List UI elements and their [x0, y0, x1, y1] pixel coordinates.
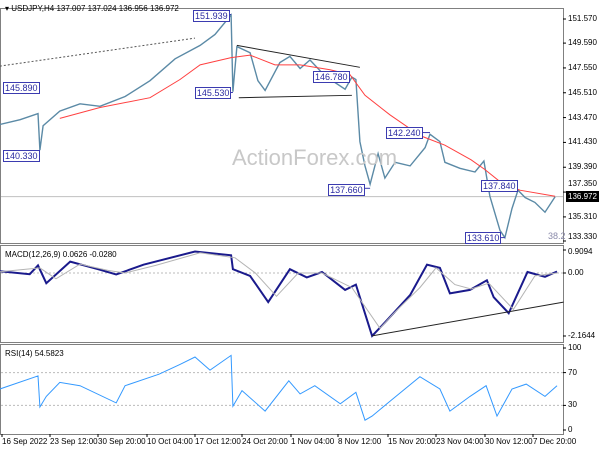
price-label: 140.330	[3, 149, 40, 162]
y-tick-label: 0.00	[568, 268, 584, 277]
panel-frame	[0, 344, 564, 435]
macd-panel-title: MACD(12,26,9) 0.0626 -0.0280	[5, 250, 117, 259]
price-panel-title: ▾ USDJPY,H4 137.007 137.024 136.956 136.…	[5, 4, 179, 13]
price-label: 146.780	[312, 71, 350, 84]
trendline	[236, 44, 360, 68]
x-tick-label: 23 Nov 04:00	[436, 437, 484, 446]
y-tick-label: 0	[568, 425, 573, 434]
price-label: 133.610	[464, 231, 502, 244]
y-tick-label: 100	[568, 343, 582, 352]
y-tick-label: 135.310	[568, 211, 597, 221]
price-label: 137.840	[481, 180, 518, 193]
x-tick-label: 7 Dec 20:00	[533, 437, 577, 446]
y-tick-label: 139.390	[568, 162, 597, 172]
y-tick-label: 151.570	[568, 14, 597, 23]
price-label: 145.530	[194, 86, 232, 99]
watermark: ActionForex.com	[232, 145, 398, 170]
rsi-panel-title: RSI(14) 54.5823	[5, 349, 64, 358]
panel-frame	[0, 8, 564, 244]
y-tick-label: 137.350	[568, 178, 597, 188]
low-value: 136.956	[118, 4, 148, 13]
trendline	[372, 301, 564, 337]
y-tick-label: 141.430	[568, 137, 597, 147]
x-tick-label: 15 Nov 20:00	[388, 437, 436, 446]
x-tick-label: 16 Sep 2022	[2, 437, 48, 446]
y-tick-label: 147.550	[568, 62, 597, 72]
x-tick-label: 30 Sep 20:00	[98, 437, 146, 446]
y-tick-label: 143.470	[568, 112, 597, 122]
y-tick-label: 70	[568, 367, 577, 377]
y-tick-label: 145.510	[568, 87, 597, 97]
x-tick-label: 10 Oct 04:00	[147, 437, 193, 446]
y-tick-label: 30	[568, 400, 577, 410]
x-tick-label: 17 Oct 12:00	[195, 437, 241, 446]
x-tick-label: 8 Nov 12:00	[338, 437, 382, 446]
price-line	[0, 13, 556, 240]
y-tick-label: 0.9094	[568, 247, 593, 256]
fibonacci-label: 38.2	[548, 231, 566, 241]
trendline	[238, 94, 352, 99]
x-tick-label: 23 Sep 12:00	[50, 437, 98, 446]
symbol-label: USDJPY,H4	[11, 4, 55, 13]
panel-frame	[0, 245, 564, 343]
y-tick-label: 149.590	[568, 38, 597, 48]
open-value: 137.007	[56, 4, 86, 13]
x-tick-label: 24 Oct 20:00	[242, 437, 288, 446]
moving-average-line	[59, 54, 556, 197]
high-value: 137.024	[87, 4, 117, 13]
current-price-label: 136.972	[566, 190, 599, 202]
rsi-line	[0, 354, 558, 421]
x-tick-label: 1 Nov 04:00	[291, 437, 335, 446]
close-value: 136.972	[149, 4, 179, 13]
y-tick-label: 133.330	[568, 232, 597, 241]
price-label: 151.939	[193, 9, 230, 22]
price-label: 137.660	[328, 184, 365, 197]
trendline	[0, 37, 196, 67]
price-label: 145.890	[3, 82, 40, 95]
signal-line	[0, 252, 558, 330]
y-tick-label: -2.1644	[568, 331, 596, 340]
price-label: 142.240	[386, 126, 423, 139]
x-tick-label: 30 Nov 12:00	[485, 437, 533, 446]
